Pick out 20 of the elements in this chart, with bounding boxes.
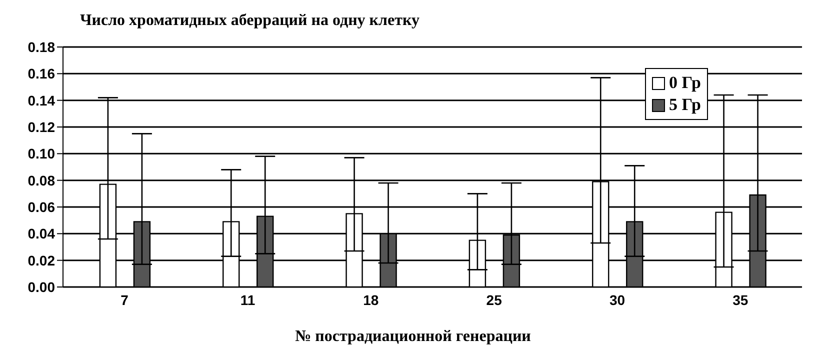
x-tick-label: 25 [486,292,502,308]
x-tick-label: 35 [732,292,748,308]
y-tick-label: 0.18 [28,38,56,55]
y-tick-label: 0.08 [28,172,56,188]
legend-label: 0 Гр [669,72,701,94]
y-tick-label: 0.12 [28,118,56,135]
y-tick-label: 0.14 [28,92,56,108]
y-tick-label: 0.00 [28,278,56,295]
y-tick-label: 0.04 [28,226,56,242]
x-tick-label: 30 [609,292,626,308]
x-tick-label: 18 [363,292,379,308]
x-tick-label: 11 [240,292,256,308]
y-tick-label: 0.16 [28,66,56,82]
chart-title: Число хроматидных аберраций на одну клетку [80,12,420,30]
x-tick-label: 7 [120,292,129,308]
x-axis-title: № пострадиационной генерации [294,328,532,346]
legend-label: 5 Гр [669,94,701,116]
y-tick-label: 0.06 [28,198,56,215]
y-tick-label: 0.10 [28,146,56,162]
y-tick-label: 0.02 [28,252,56,268]
